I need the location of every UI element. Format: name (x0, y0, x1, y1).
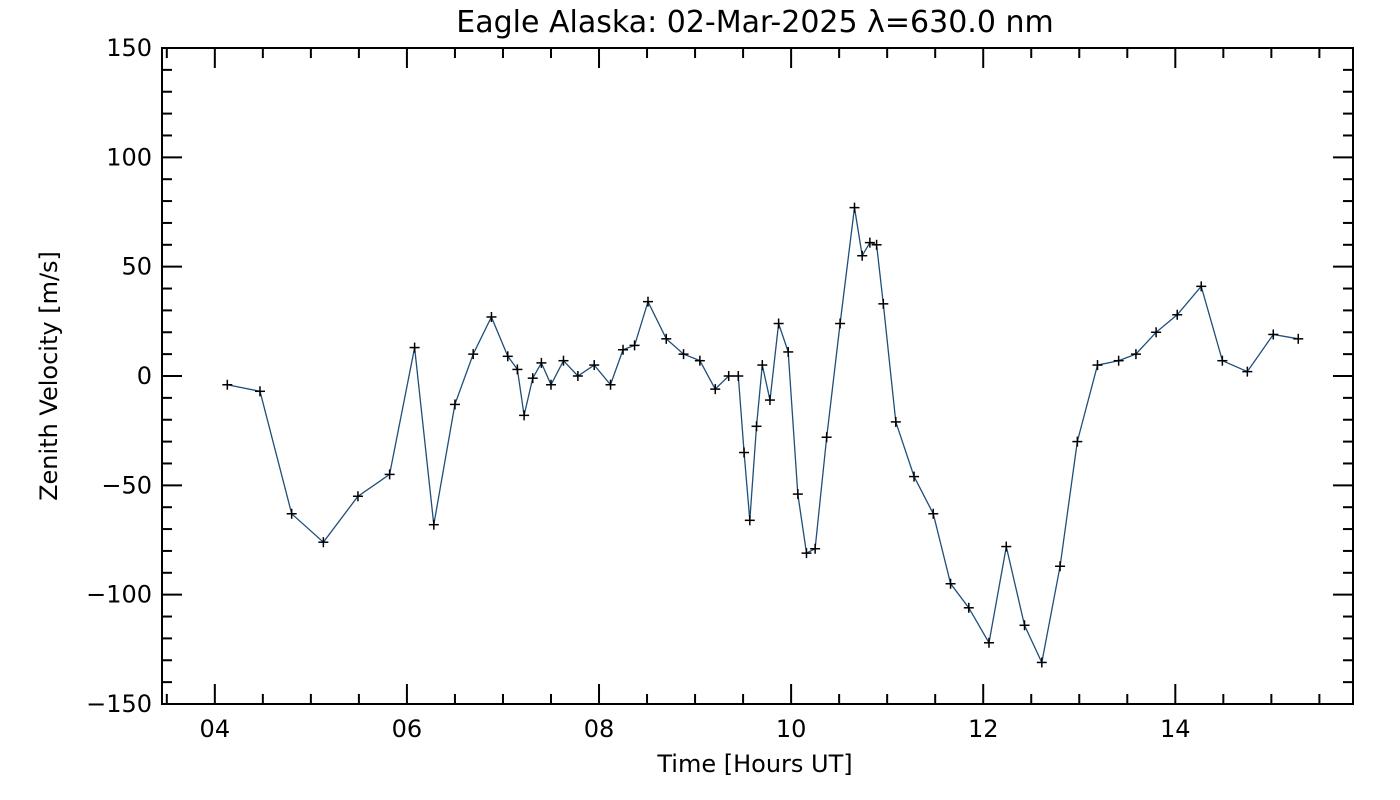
data-point (502, 351, 513, 362)
data-point (751, 421, 762, 432)
data-point (1113, 355, 1124, 366)
data-point (384, 469, 395, 480)
y-tick-label: −50 (101, 471, 152, 499)
data-point (409, 342, 420, 353)
data-point (678, 349, 689, 360)
series-line (227, 207, 1299, 665)
data-point (733, 371, 744, 381)
data-point (1293, 333, 1304, 344)
x-tick-label: 14 (1160, 715, 1191, 743)
y-tick-label: −100 (86, 581, 152, 609)
data-point (849, 202, 860, 213)
x-tick-label: 04 (200, 715, 231, 743)
data-point (661, 333, 672, 344)
data-point (1130, 349, 1141, 360)
data-point (605, 379, 616, 390)
y-tick-label: 100 (106, 143, 152, 171)
y-tick-label: −150 (86, 690, 152, 718)
data-point (801, 548, 812, 559)
data-point (222, 379, 233, 390)
data-point (618, 344, 629, 355)
data-point (810, 543, 821, 554)
data-point (739, 447, 750, 458)
data-point (783, 346, 794, 357)
x-tick-label: 08 (584, 715, 615, 743)
x-tick-label: 10 (776, 715, 807, 743)
data-point (821, 432, 832, 443)
data-point (589, 360, 600, 371)
data-point (512, 364, 523, 375)
plot-frame (161, 47, 1354, 705)
data-point (1151, 327, 1162, 338)
data-point (1268, 329, 1279, 340)
data-point (286, 508, 297, 519)
data-point (890, 416, 901, 427)
data-point (629, 340, 640, 351)
data-point (1019, 620, 1030, 631)
data-point (254, 386, 265, 397)
data-point (723, 371, 734, 381)
data-point (468, 349, 479, 360)
chart-title: Eagle Alaska: 02-Mar-2025 λ=630.0 nm (456, 5, 1053, 40)
data-point (1036, 657, 1047, 668)
data-point (1055, 561, 1066, 572)
data-point (1001, 541, 1012, 552)
data-point (792, 489, 803, 500)
y-axis-label: Zenith Velocity [m/s] (35, 251, 63, 501)
data-point (486, 311, 497, 322)
data-point (545, 379, 556, 390)
data-point (352, 491, 363, 502)
y-tick-label: 0 (137, 362, 152, 390)
data-point (1072, 436, 1083, 447)
data-point (536, 357, 547, 368)
data-point (963, 602, 974, 613)
x-axis-label: Time [Hours UT] (656, 750, 852, 778)
data-point (572, 371, 583, 381)
data-point (835, 318, 846, 329)
data-point (744, 515, 755, 526)
data-point (558, 355, 569, 366)
data-point (945, 578, 956, 589)
data-point (527, 373, 538, 384)
x-axis-tick-labels: 04 06 08 10 12 14 (200, 715, 1191, 743)
data-point (428, 519, 439, 530)
data-point (1172, 309, 1183, 320)
data-point (909, 471, 920, 482)
data-point (1217, 355, 1228, 366)
data-point (764, 395, 775, 406)
data-point (1092, 360, 1103, 371)
y-axis-tick-labels: −150 −100 −50 0 50 100 150 (86, 34, 152, 718)
y-tick-label: 50 (121, 253, 152, 281)
data-point (857, 250, 868, 261)
data-point (1196, 281, 1207, 292)
data-point (519, 410, 530, 421)
series-layer (222, 202, 1304, 668)
data-point (694, 355, 705, 366)
y-tick-label: 150 (106, 34, 152, 62)
data-point (928, 508, 939, 519)
y-axis-ticks (162, 47, 1353, 705)
data-point (1242, 366, 1253, 377)
data-point (318, 537, 329, 548)
data-point (449, 399, 460, 410)
x-tick-label: 06 (392, 715, 423, 743)
data-point (773, 318, 784, 329)
data-point (757, 360, 768, 371)
data-point (871, 239, 882, 250)
data-point (878, 298, 889, 309)
x-tick-label: 12 (968, 715, 999, 743)
data-point (864, 237, 875, 248)
x-axis-ticks (165, 48, 1321, 704)
data-point (983, 637, 994, 648)
data-point (643, 296, 654, 307)
data-point (710, 384, 721, 395)
